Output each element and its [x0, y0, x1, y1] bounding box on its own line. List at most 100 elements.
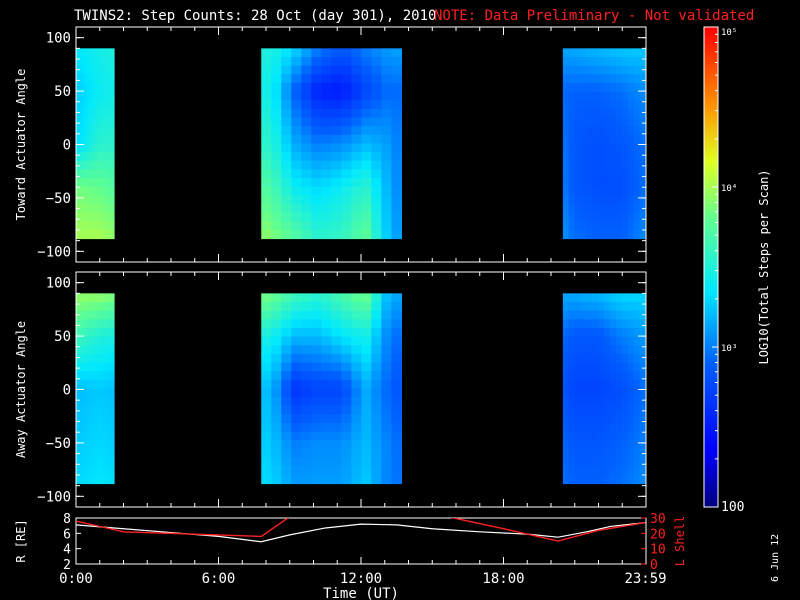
heatmap-cell — [291, 319, 302, 329]
heatmap-cell — [610, 160, 617, 170]
heatmap-cell — [351, 353, 362, 364]
heatmap-cell — [633, 65, 641, 75]
heatmap-cell — [76, 178, 80, 188]
heatmap-cell — [81, 310, 85, 320]
heatmap-cell — [301, 178, 312, 188]
heatmap-cell — [371, 74, 382, 84]
heatmap-cell — [81, 74, 85, 84]
heatmap-cell — [586, 117, 593, 127]
heatmap-cell — [351, 65, 362, 75]
heatmap-cell — [111, 440, 115, 450]
heatmap-cell — [108, 319, 112, 329]
heatmap-cell — [271, 431, 282, 441]
heatmap-cell — [598, 65, 605, 75]
heatmap-cell — [103, 221, 107, 231]
heatmap-cell — [81, 423, 85, 433]
heatmap-cell — [621, 212, 629, 222]
heatmap-cell — [371, 126, 382, 136]
heatmap-cell — [610, 457, 617, 467]
heatmap-cell — [103, 65, 107, 75]
heatmap-cell — [89, 100, 93, 110]
heatmap-cell — [78, 212, 83, 222]
heatmap-cell — [261, 160, 272, 170]
heatmap-cell — [574, 100, 582, 110]
heatmap-cell — [610, 302, 617, 312]
heatmap-cell — [639, 319, 647, 329]
heatmap-cell — [92, 108, 96, 119]
heatmap-cell — [586, 57, 593, 67]
heatmap-cell — [574, 82, 582, 93]
heatmap-cell — [301, 186, 312, 196]
heatmap-cell — [598, 388, 605, 398]
heatmap-cell — [321, 108, 332, 119]
heatmap-cell — [331, 327, 342, 338]
heatmap-cell — [95, 440, 99, 450]
heatmap-cell — [301, 474, 312, 485]
heatmap-cell — [616, 388, 623, 398]
heatmap-cell — [111, 379, 115, 390]
heatmap-cell — [321, 126, 332, 136]
heatmap-cell — [331, 195, 342, 205]
heatmap-cell — [103, 293, 107, 303]
heatmap-cell — [92, 431, 96, 441]
heatmap-cell — [76, 310, 80, 320]
heatmap-cell — [604, 371, 611, 381]
heatmap-cell — [568, 169, 576, 179]
heatmap-cell — [568, 466, 576, 476]
heatmap-cell — [76, 388, 80, 398]
heatmap-cell — [84, 405, 88, 415]
heatmap-cell — [616, 108, 623, 119]
heatmap-cell — [610, 466, 617, 476]
heatmap-cell — [281, 117, 292, 127]
heatmap-cell — [391, 293, 402, 303]
heatmap-cell — [301, 74, 312, 84]
heatmap-cell — [281, 126, 292, 136]
heatmap-cell — [103, 195, 107, 205]
heatmap-cell — [592, 388, 599, 398]
heatmap-cell — [89, 186, 93, 196]
heatmap-cell — [271, 414, 282, 424]
heatmap-cell — [81, 82, 85, 93]
heatmap-cell — [616, 362, 623, 372]
heatmap-cell — [616, 212, 623, 222]
heatmap-cell — [621, 362, 629, 372]
heatmap-cell — [627, 91, 635, 101]
heatmap-cell — [311, 48, 322, 58]
heatmap-cell — [103, 152, 107, 162]
heatmap-cell — [331, 336, 342, 346]
heatmap-cell — [580, 336, 588, 346]
heatmap-cell — [341, 57, 352, 67]
heatmap-cell — [108, 379, 112, 390]
heatmap-cell — [610, 212, 617, 222]
heatmap-cell — [86, 423, 91, 433]
heatmap-cell — [639, 169, 647, 179]
heatmap-cell — [371, 178, 382, 188]
heatmap-cell — [381, 466, 392, 476]
heatmap-cell — [610, 134, 617, 145]
heatmap-cell — [271, 345, 282, 355]
heatmap-cell — [562, 57, 570, 67]
heatmap-cell — [391, 82, 402, 93]
heatmap-cell — [291, 397, 302, 407]
heatmap-cell — [105, 57, 110, 67]
heatmap-cell — [78, 100, 83, 110]
heatmap-cell — [580, 143, 588, 153]
heatmap-cell — [562, 388, 570, 398]
time-tick-label: 18:00 — [482, 571, 524, 587]
heatmap-cell — [381, 448, 392, 459]
heatmap-cell — [627, 397, 635, 407]
heatmap-cell — [111, 203, 115, 214]
heatmap-cell — [78, 397, 83, 407]
heatmap-cell — [100, 310, 104, 320]
heatmap-cell — [271, 353, 282, 364]
heatmap-cell — [610, 82, 617, 93]
heatmap-cell — [351, 397, 362, 407]
heatmap-cell — [574, 74, 582, 84]
heatmap-cell — [381, 405, 392, 415]
heatmap-cell — [105, 195, 110, 205]
heatmap-cell — [604, 345, 611, 355]
heatmap-cell — [627, 212, 635, 222]
heatmap-cell — [351, 82, 362, 93]
